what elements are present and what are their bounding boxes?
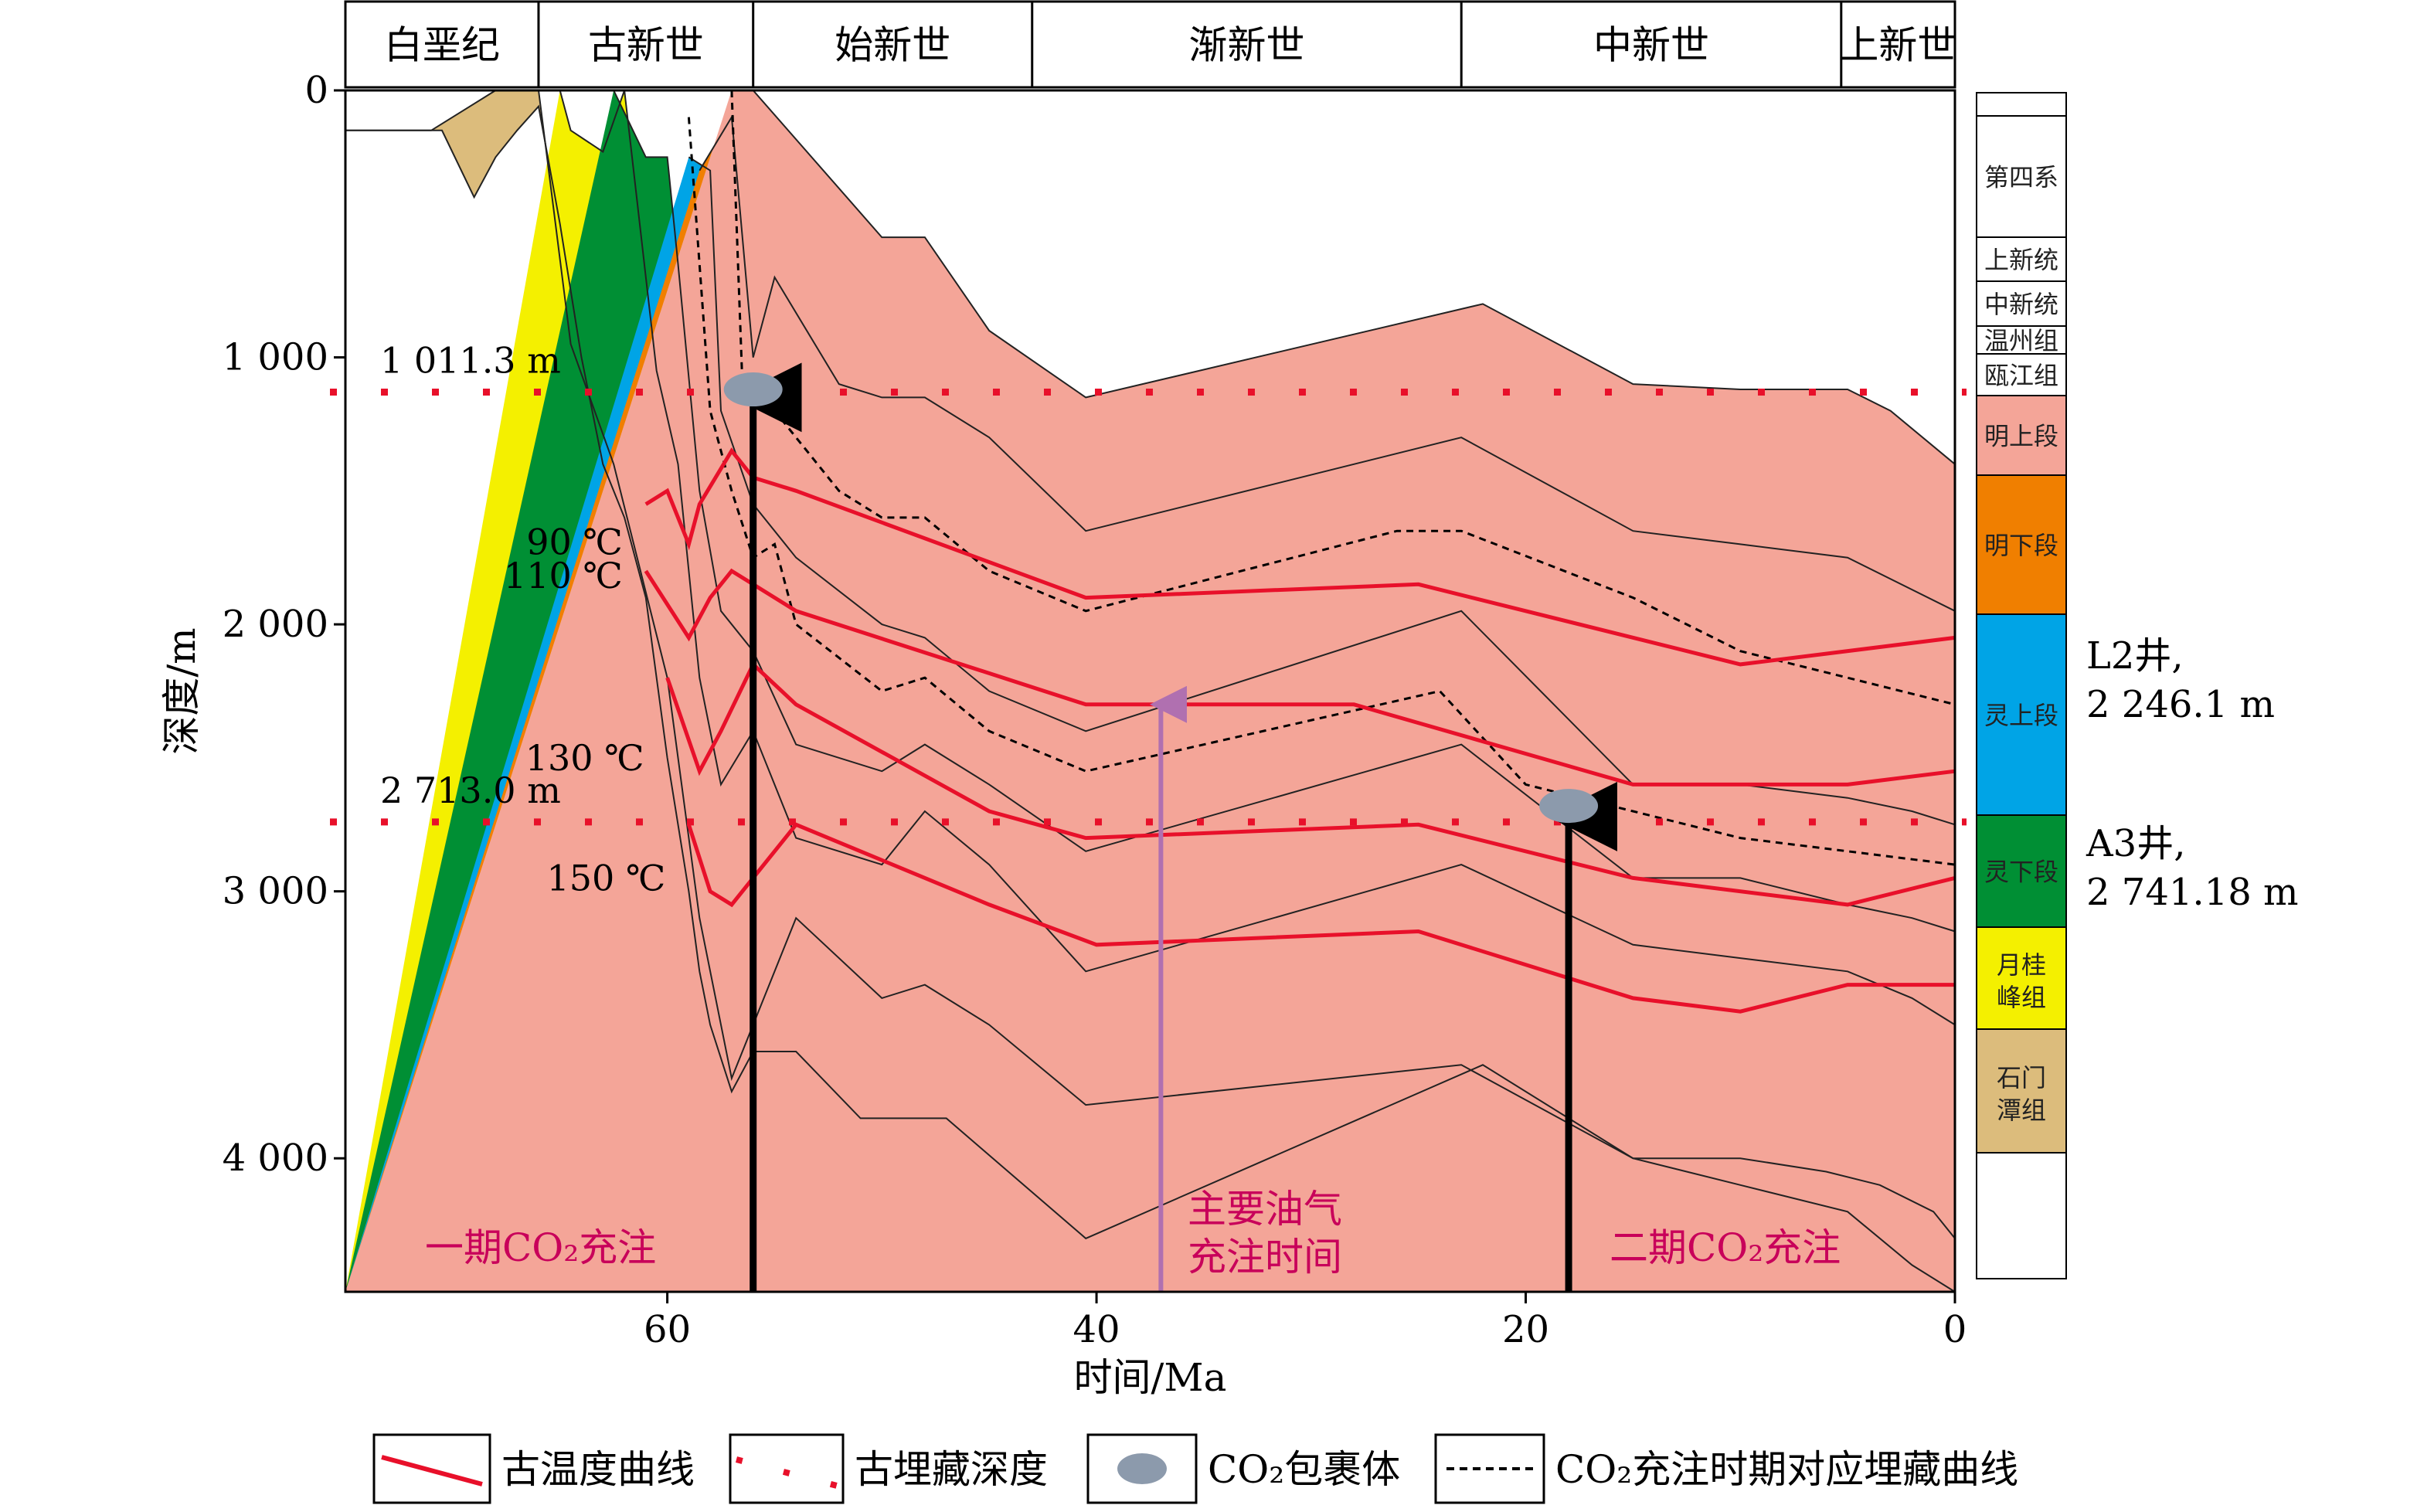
- strat-label-3: 上新统: [1984, 246, 2058, 275]
- layer-top-6: [731, 90, 1956, 465]
- y-tick-label-4: 3 000: [223, 870, 328, 913]
- strat-cell-4: [1976, 280, 2067, 327]
- strat-label-11-b: 峰组: [1997, 983, 2046, 1012]
- legend-label-4: CO₂充注时期对应埋藏曲线: [1555, 1447, 2018, 1492]
- y-tick-label-1: 0: [304, 69, 328, 112]
- co2-inclusion-1: [723, 372, 783, 407]
- co2-inclusions: [723, 372, 1599, 824]
- strat-label-5: 温州组: [1984, 326, 2058, 355]
- y-tick-label-2: 1 000: [223, 336, 328, 379]
- strat-label-12-a: 石门: [1997, 1063, 2046, 1092]
- burial-depth-label-1: 1 011.3 m: [380, 339, 561, 381]
- event-label-2-2: 充注时间: [1188, 1235, 1342, 1279]
- strat-cell-9: [1976, 613, 2067, 816]
- layer-boundaries: [345, 90, 1956, 1293]
- strat-label-9: 灵上段: [1984, 701, 2058, 730]
- event-label-3-1: 二期CO₂充注: [1610, 1225, 1841, 1270]
- well-label-2-2: 2 741.18 m: [2086, 871, 2299, 914]
- well-label-1-1: L2井,: [2086, 634, 2184, 678]
- basement-line: [345, 104, 1956, 1293]
- strat-cell-3: [1976, 236, 2067, 282]
- strat-label-12-b: 潭组: [1997, 1096, 2046, 1125]
- strat-cell-6: [1976, 353, 2067, 396]
- layer-top-3: [613, 90, 1956, 933]
- strat-cell-5: [1976, 325, 2067, 355]
- epoch-header: 白垩纪 古新世 始新世 渐新世 中新世 上新世: [344, 0, 1956, 89]
- x-tick-label-2: 40: [1073, 1308, 1120, 1351]
- x-tick-label-1: 60: [644, 1308, 691, 1351]
- temp-label-3: 130 ℃: [525, 737, 644, 779]
- strat-cell-2: [1976, 115, 2067, 238]
- epoch-label-5: 中新世: [1593, 23, 1709, 68]
- legend-swatch-burial-depth: [735, 1456, 838, 1489]
- legend-swatch-temperature: [381, 1455, 483, 1487]
- reference-depth-labels: 1 011.3 m 2 713.0 m: [380, 339, 561, 810]
- epoch-label-4: 渐新世: [1188, 23, 1304, 68]
- well-label-1-2: 2 246.1 m: [2086, 683, 2275, 726]
- strat-cell-1: [1976, 92, 2067, 117]
- strat-cell-13: [1976, 1152, 2067, 1279]
- temp-label-4: 150 ℃: [546, 857, 665, 899]
- x-axis-label: 时间/Ma: [1074, 1355, 1227, 1400]
- strat-label-10: 灵下段: [1984, 858, 2058, 887]
- epoch-label-3: 始新世: [835, 23, 950, 68]
- legend: 古温度曲线 古埋藏深度 CO₂包裹体 CO₂充注时期对应埋藏曲线: [372, 1433, 2018, 1504]
- event-label-1-1: 一期CO₂充注: [425, 1225, 656, 1270]
- strat-label-4: 中新统: [1984, 290, 2058, 319]
- y-axis-label: 深度/m: [159, 627, 204, 754]
- x-tick-label-4: 0: [1943, 1308, 1967, 1351]
- stratigraphic-layers: [345, 90, 1955, 1293]
- epoch-label-6: 上新世: [1840, 23, 1956, 68]
- strat-label-7: 明上段: [1984, 422, 2058, 451]
- epoch-label-1: 白垩纪: [384, 23, 500, 68]
- y-tick-label-5: 4 000: [223, 1137, 328, 1180]
- well-labels: L2井, 2 246.1 m A3井, 2 741.18 m: [2086, 634, 2299, 914]
- strat-label-2: 第四系: [1984, 163, 2058, 192]
- strat-cell-12: [1976, 1028, 2067, 1154]
- legend-label-2: 古埋藏深度: [855, 1447, 1048, 1492]
- co2-burial-curve: [687, 117, 1956, 866]
- strat-label-6: 瓯江组: [1984, 361, 2058, 390]
- strat-cell-11: [1976, 926, 2067, 1030]
- co2-inclusion-2: [1539, 789, 1599, 824]
- paleo-burial-depth-lines: [330, 388, 1967, 826]
- plot-frame: [344, 89, 1956, 1293]
- legend-label-1: 古温度曲线: [501, 1447, 695, 1492]
- layer-top-1: [345, 90, 1956, 1239]
- strat-label-8: 明下段: [1984, 531, 2058, 560]
- legend-label-3: CO₂包裹体: [1208, 1447, 1400, 1492]
- axes: 60 40 20 0 0 1 000 2 000 3 000 4 000 时间/Ma 深度/m: [159, 69, 1967, 1400]
- strat-label-11-a: 月桂: [1997, 950, 2046, 980]
- legend-box-2: [729, 1433, 845, 1504]
- well-label-2-1: A3井,: [2086, 822, 2185, 865]
- layer-top-5: [699, 114, 1956, 612]
- epoch-frame: [344, 0, 1956, 89]
- epoch-label-2: 古新世: [588, 23, 704, 68]
- temp-curve-2: [644, 568, 1956, 787]
- temp-label-1: 90 ℃: [526, 522, 623, 563]
- legend-swatch-inclusion: [1117, 1453, 1167, 1484]
- charging-events: [732, 362, 1618, 1292]
- temp-curve-3: [665, 661, 1956, 907]
- x-tick-label-3: 20: [1502, 1308, 1549, 1351]
- layer-top-4: [688, 156, 1956, 826]
- strat-cell-10: [1976, 814, 2067, 928]
- temp-label-2: 110 ℃: [504, 555, 623, 596]
- temp-curve-4: [687, 822, 1955, 1014]
- burial-depth-label-2: 2 713.0 m: [380, 770, 561, 811]
- strat-cell-7: [1976, 395, 2067, 476]
- layer-top-2: [559, 90, 1956, 1026]
- y-tick-label-3: 2 000: [223, 603, 328, 646]
- event-label-2-1: 主要油气: [1188, 1187, 1342, 1232]
